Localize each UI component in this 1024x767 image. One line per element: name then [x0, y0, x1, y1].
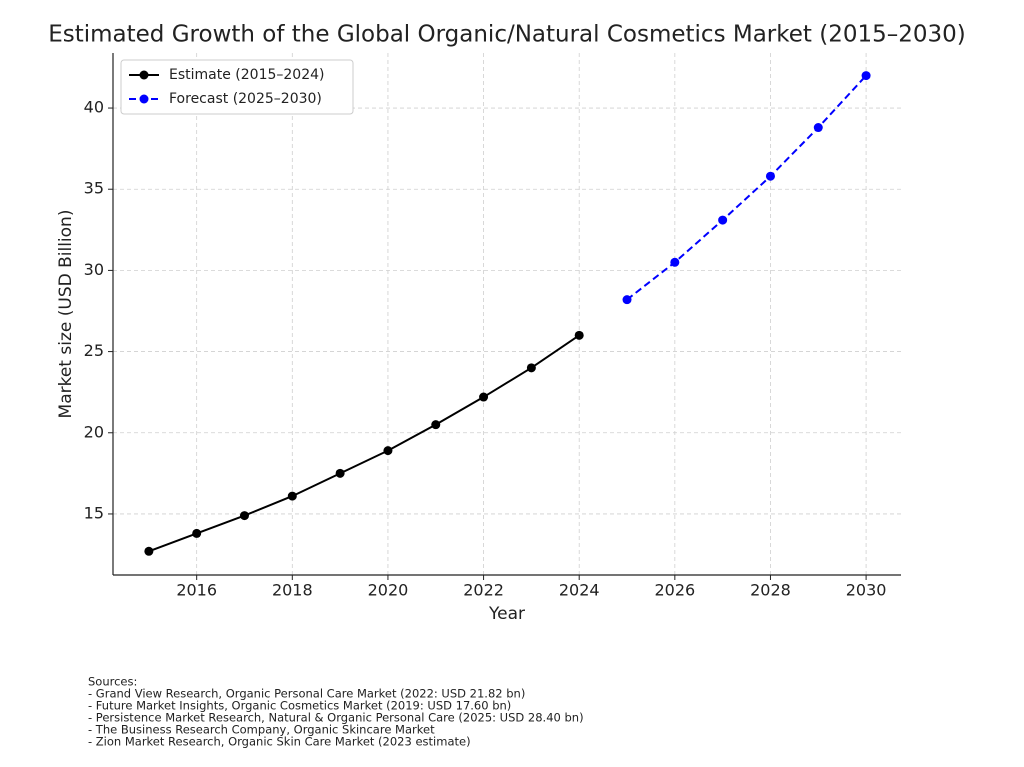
point — [479, 392, 489, 402]
point — [335, 468, 345, 478]
point — [718, 215, 728, 225]
x-axis-label: Year — [488, 604, 525, 624]
sources-title: Sources: — [88, 675, 137, 689]
source-item: - Zion Market Research, Organic Skin Car… — [88, 735, 471, 749]
point — [670, 257, 680, 267]
y-tick-label: 25 — [84, 341, 104, 360]
source-item: - Future Market Insights, Organic Cosmet… — [88, 699, 511, 713]
point — [383, 446, 393, 456]
legend-label: Forecast (2025–2030) — [169, 91, 322, 107]
legend-marker — [139, 70, 149, 80]
point — [192, 528, 202, 538]
legend-marker — [139, 94, 149, 104]
x-tick-label: 2022 — [463, 581, 504, 600]
point — [239, 511, 249, 521]
point — [144, 546, 154, 556]
x-tick-label: 2020 — [368, 581, 409, 600]
point — [431, 420, 441, 430]
legend-box — [120, 59, 354, 115]
chart-title: Estimated Growth of the Global Organic/N… — [48, 22, 966, 48]
source-item: - The Business Research Company, Organic… — [88, 723, 435, 737]
point — [574, 330, 584, 340]
x-tick-label: 2024 — [559, 581, 600, 600]
x-tick-label: 2026 — [654, 581, 695, 600]
x-tick-label: 2030 — [846, 581, 887, 600]
point — [287, 491, 297, 501]
y-tick-label: 40 — [84, 98, 104, 117]
series-line — [148, 334, 580, 553]
y-tick-label: 30 — [84, 260, 104, 279]
source-item: - Persistence Market Research, Natural &… — [88, 711, 584, 725]
x-tick-label: 2016 — [176, 581, 217, 600]
x-tick-label: 2028 — [750, 581, 791, 600]
x-tick-label: 2018 — [272, 581, 313, 600]
point — [622, 295, 632, 305]
y-axis-label: Market size (USD Billion) — [56, 210, 76, 419]
point — [861, 71, 871, 81]
series-line — [626, 74, 867, 301]
point — [765, 171, 775, 181]
y-tick-label: 20 — [84, 422, 104, 441]
point — [813, 123, 823, 133]
legend-label: Estimate (2015–2024) — [169, 67, 324, 83]
point — [526, 363, 536, 373]
source-item: - Grand View Research, Organic Personal … — [88, 687, 525, 701]
y-tick-label: 15 — [84, 503, 104, 522]
y-tick-label: 35 — [84, 179, 104, 198]
